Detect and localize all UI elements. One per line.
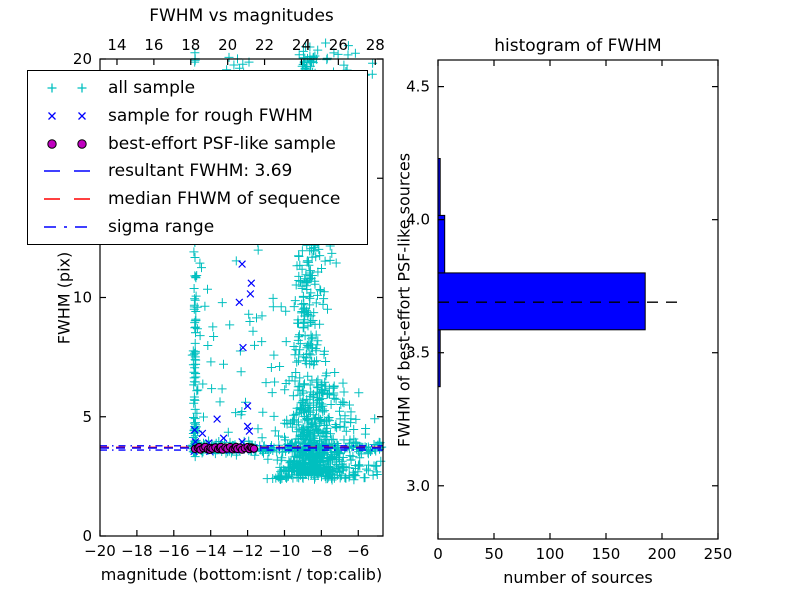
right-plot-title: histogram of FWHM: [494, 36, 662, 56]
legend-box: all sample sample for rough FWHM best-ef…: [27, 70, 368, 245]
svg-text:4.0: 4.0: [406, 211, 430, 229]
legend-item-resultant-fwhm: resultant FWHM: 3.69: [36, 158, 367, 185]
svg-text:22: 22: [255, 36, 274, 54]
left-plot-title: FWHM vs magnitudes: [149, 6, 334, 26]
plus-markers-icon: [47, 83, 87, 93]
svg-text:28: 28: [366, 36, 385, 54]
legend-item-median-fhwm: median FHWM of sequence: [36, 186, 367, 213]
svg-text:200: 200: [648, 545, 677, 563]
svg-text:16: 16: [144, 36, 163, 54]
svg-text:4.5: 4.5: [406, 78, 430, 96]
svg-text:0: 0: [82, 527, 92, 545]
svg-text:20: 20: [73, 50, 92, 68]
svg-text:0: 0: [433, 545, 443, 563]
left-plot-xlabel: magnitude (bottom:isnt / top:calib): [100, 565, 383, 584]
right-plot-ylabel: FWHM of best-effort PSF-like sources: [394, 152, 414, 448]
blue-dashdot-line-icon: [44, 226, 90, 228]
svg-text:−8: −8: [310, 542, 332, 560]
legend-label: resultant FWHM: 3.69: [108, 161, 293, 182]
red-dashed-line-icon: [44, 198, 90, 201]
svg-text:18: 18: [181, 36, 200, 54]
histogram-bar: [437, 214, 446, 274]
legend-label: all sample: [108, 77, 196, 98]
left-plot-area: −20 −18 −16 −14 −12 −10 −8 −6 14 16 18 20 22 24 26 28 0 5…: [73, 36, 387, 560]
svg-text:10: 10: [73, 289, 92, 307]
svg-text:3.5: 3.5: [406, 344, 430, 362]
legend-item-sigma-range: sigma range: [36, 214, 367, 241]
svg-text:−10: −10: [269, 542, 301, 560]
rough-fwhm-points: [190, 260, 258, 456]
left-plot-ylabel: FWHM (pix): [54, 251, 74, 345]
x-markers-icon: [48, 111, 86, 120]
svg-text:100: 100: [536, 545, 565, 563]
svg-text:5: 5: [82, 408, 92, 426]
svg-text:24: 24: [292, 36, 311, 54]
right-plot-area: 0 50 100 150 200 250 3.0 3.5 4.0 4.5: [406, 59, 733, 563]
svg-text:−18: −18: [121, 542, 153, 560]
legend-item-rough-fwhm: sample for rough FWHM: [36, 102, 367, 129]
svg-text:250: 250: [704, 545, 733, 563]
psf-sample-points: [190, 442, 259, 454]
svg-text:14: 14: [107, 36, 126, 54]
svg-text:3.0: 3.0: [406, 477, 430, 495]
svg-text:26: 26: [329, 36, 348, 54]
svg-text:−20: −20: [84, 542, 116, 560]
legend-label: sigma range: [108, 217, 215, 238]
legend-item-psf-sample: best-effort PSF-like sample: [36, 130, 367, 157]
circle-markers-icon: [47, 138, 87, 149]
legend-label: sample for rough FWHM: [108, 105, 313, 126]
svg-text:20: 20: [218, 36, 237, 54]
right-plot-xlabel: number of sources: [503, 568, 653, 587]
right-axes-frame: [437, 59, 719, 540]
legend-item-all-sample: all sample: [36, 74, 367, 101]
svg-text:50: 50: [484, 545, 503, 563]
legend-label: best-effort PSF-like sample: [108, 133, 336, 154]
svg-text:−14: −14: [195, 542, 227, 560]
legend-label: median FHWM of sequence: [108, 189, 341, 210]
svg-text:150: 150: [592, 545, 621, 563]
blue-dashed-line-icon: [44, 170, 90, 173]
svg-text:−16: −16: [158, 542, 190, 560]
svg-text:−12: −12: [232, 542, 264, 560]
svg-text:−6: −6: [347, 542, 369, 560]
histogram-bar: [437, 272, 646, 331]
